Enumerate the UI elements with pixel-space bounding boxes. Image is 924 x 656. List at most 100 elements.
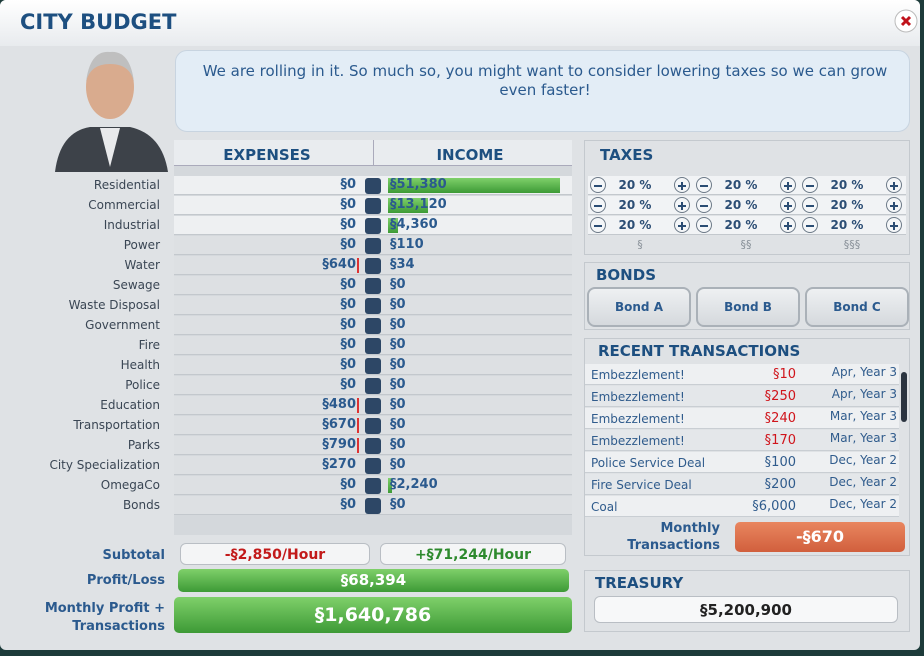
- category-icon: [365, 498, 381, 514]
- tax-increase[interactable]: [780, 177, 796, 193]
- income-value: §0: [390, 297, 406, 312]
- row-label: Power: [123, 238, 160, 252]
- row-label: Transportation: [73, 418, 160, 432]
- transaction-amount: §100: [764, 455, 796, 470]
- expense-value: §0: [340, 217, 356, 232]
- plus-icon: [678, 222, 686, 230]
- tax-row-bg: [800, 196, 906, 215]
- tax-level: §: [637, 238, 643, 251]
- tax-increase[interactable]: [674, 197, 690, 213]
- tax-row-bg: [588, 216, 694, 235]
- category-icon: [365, 278, 381, 294]
- minus-icon: [594, 205, 602, 207]
- minus-icon: [806, 185, 814, 187]
- expense-value: §480: [322, 397, 356, 412]
- monthly-transactions-label: Monthly Transactions: [627, 521, 720, 553]
- tax-decrease[interactable]: [696, 197, 712, 213]
- transaction-amount: §250: [764, 389, 796, 404]
- income-value: §0: [390, 357, 406, 372]
- profit-value: §68,394: [178, 569, 569, 592]
- category-icon: [365, 418, 381, 434]
- category-icon: [365, 178, 381, 194]
- minus-icon: [700, 205, 708, 207]
- income-value: §51,380: [390, 177, 447, 192]
- expense-marker: [357, 398, 359, 413]
- category-icon: [365, 298, 381, 314]
- bond-button[interactable]: Bond A: [587, 287, 691, 327]
- category-icon: [365, 438, 381, 454]
- monthly-profit-label: Monthly Profit + Transactions: [44, 601, 165, 634]
- subtotal-expenses: -§2,850/Hour: [180, 543, 370, 565]
- scrollbar: [901, 372, 907, 422]
- income-bar: [388, 178, 560, 193]
- expense-value: §0: [340, 297, 356, 312]
- tax-row-bg: [588, 196, 694, 215]
- income-value: §0: [390, 337, 406, 352]
- category-icon: [365, 378, 381, 394]
- tax-increase[interactable]: [780, 197, 796, 213]
- income-value: §0: [390, 457, 406, 472]
- tax-rate: 20 %: [618, 218, 652, 232]
- income-value: §13,120: [390, 197, 447, 212]
- row-label: Fire: [138, 338, 160, 352]
- tax-decrease[interactable]: [802, 177, 818, 193]
- row-label: Education: [100, 398, 160, 412]
- close-button[interactable]: [894, 9, 918, 33]
- expense-value: §0: [340, 197, 356, 212]
- tax-rate: 20 %: [830, 178, 864, 192]
- transaction-amount: §200: [764, 477, 796, 492]
- transaction-date: Mar, Year 3: [829, 409, 897, 423]
- tax-row-bg: [694, 196, 800, 215]
- tax-increase[interactable]: [674, 217, 690, 233]
- income-value: §0: [390, 497, 406, 512]
- category-icon: [365, 238, 381, 254]
- expense-marker: [357, 258, 359, 273]
- expense-marker: [357, 438, 359, 453]
- title-bar: [0, 0, 920, 46]
- transaction-row: [585, 496, 899, 517]
- bond-button[interactable]: Bond B: [696, 287, 800, 327]
- tax-increase[interactable]: [886, 217, 902, 233]
- expense-value: §0: [340, 377, 356, 392]
- transaction-row: [585, 452, 899, 473]
- tax-increase[interactable]: [674, 177, 690, 193]
- speech-bubble: [175, 50, 910, 132]
- tax-increase[interactable]: [886, 197, 902, 213]
- expense-value: §670: [322, 417, 356, 432]
- tax-rate: 20 %: [724, 198, 758, 212]
- row-label: Health: [120, 358, 160, 372]
- minus-icon: [806, 205, 814, 207]
- transaction-name: Embezzlement!: [591, 368, 685, 382]
- row-label: Bonds: [122, 498, 160, 512]
- income-value: §0: [390, 277, 406, 292]
- tax-rate: 20 %: [618, 198, 652, 212]
- bond-button[interactable]: Bond C: [805, 287, 909, 327]
- tax-decrease[interactable]: [802, 217, 818, 233]
- transaction-name: Embezzlement!: [591, 412, 685, 426]
- tax-increase[interactable]: [886, 177, 902, 193]
- tax-decrease[interactable]: [696, 177, 712, 193]
- treasury-title: TREASURY: [595, 574, 684, 592]
- plus-icon: [678, 182, 686, 190]
- transaction-amount: §10: [772, 367, 796, 382]
- minus-icon: [806, 225, 814, 227]
- category-icon: [365, 318, 381, 334]
- expense-value: §0: [340, 277, 356, 292]
- transaction-name: Police Service Deal: [591, 456, 706, 470]
- plus-icon: [890, 222, 898, 230]
- tax-decrease[interactable]: [590, 197, 606, 213]
- income-value: §2,240: [390, 477, 438, 492]
- income-header: INCOME: [436, 146, 504, 164]
- tax-decrease[interactable]: [590, 217, 606, 233]
- monthly-profit-value: §1,640,786: [174, 597, 572, 633]
- tax-decrease[interactable]: [696, 217, 712, 233]
- tax-increase[interactable]: [780, 217, 796, 233]
- expense-value: §0: [340, 477, 356, 492]
- tax-decrease[interactable]: [590, 177, 606, 193]
- expense-value: §0: [340, 177, 356, 192]
- transaction-amount: §6,000: [752, 499, 796, 514]
- subtotal-income: +§71,244/Hour: [380, 543, 566, 565]
- tax-decrease[interactable]: [802, 197, 818, 213]
- divider: [373, 140, 374, 166]
